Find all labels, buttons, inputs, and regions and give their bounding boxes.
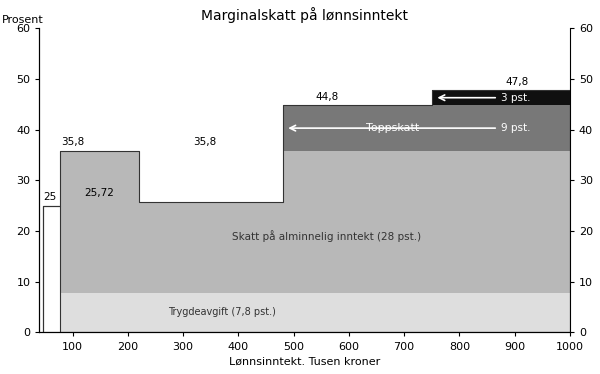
Text: 35,8: 35,8 — [62, 137, 85, 147]
Text: 3 pst.: 3 pst. — [501, 93, 530, 103]
Title: Marginalskatt på lønnsinntekt: Marginalskatt på lønnsinntekt — [201, 7, 408, 23]
Text: 44,8: 44,8 — [315, 92, 338, 102]
Text: Trygdeavgift (7,8 pst.): Trygdeavgift (7,8 pst.) — [168, 307, 276, 317]
Bar — [43, 206, 61, 332]
Text: 25: 25 — [43, 191, 56, 202]
Text: 47,8: 47,8 — [506, 77, 529, 86]
Text: Toppskatt: Toppskatt — [367, 123, 420, 133]
Text: 25,72: 25,72 — [84, 188, 114, 198]
Text: 35,8: 35,8 — [194, 137, 217, 147]
Text: Prosent: Prosent — [2, 15, 44, 25]
X-axis label: Lønnsinntekt. Tusen kroner: Lønnsinntekt. Tusen kroner — [229, 357, 380, 367]
Text: Skatt på alminnelig inntekt (28 pst.): Skatt på alminnelig inntekt (28 pst.) — [232, 230, 421, 242]
Text: 9 pst.: 9 pst. — [501, 123, 530, 133]
